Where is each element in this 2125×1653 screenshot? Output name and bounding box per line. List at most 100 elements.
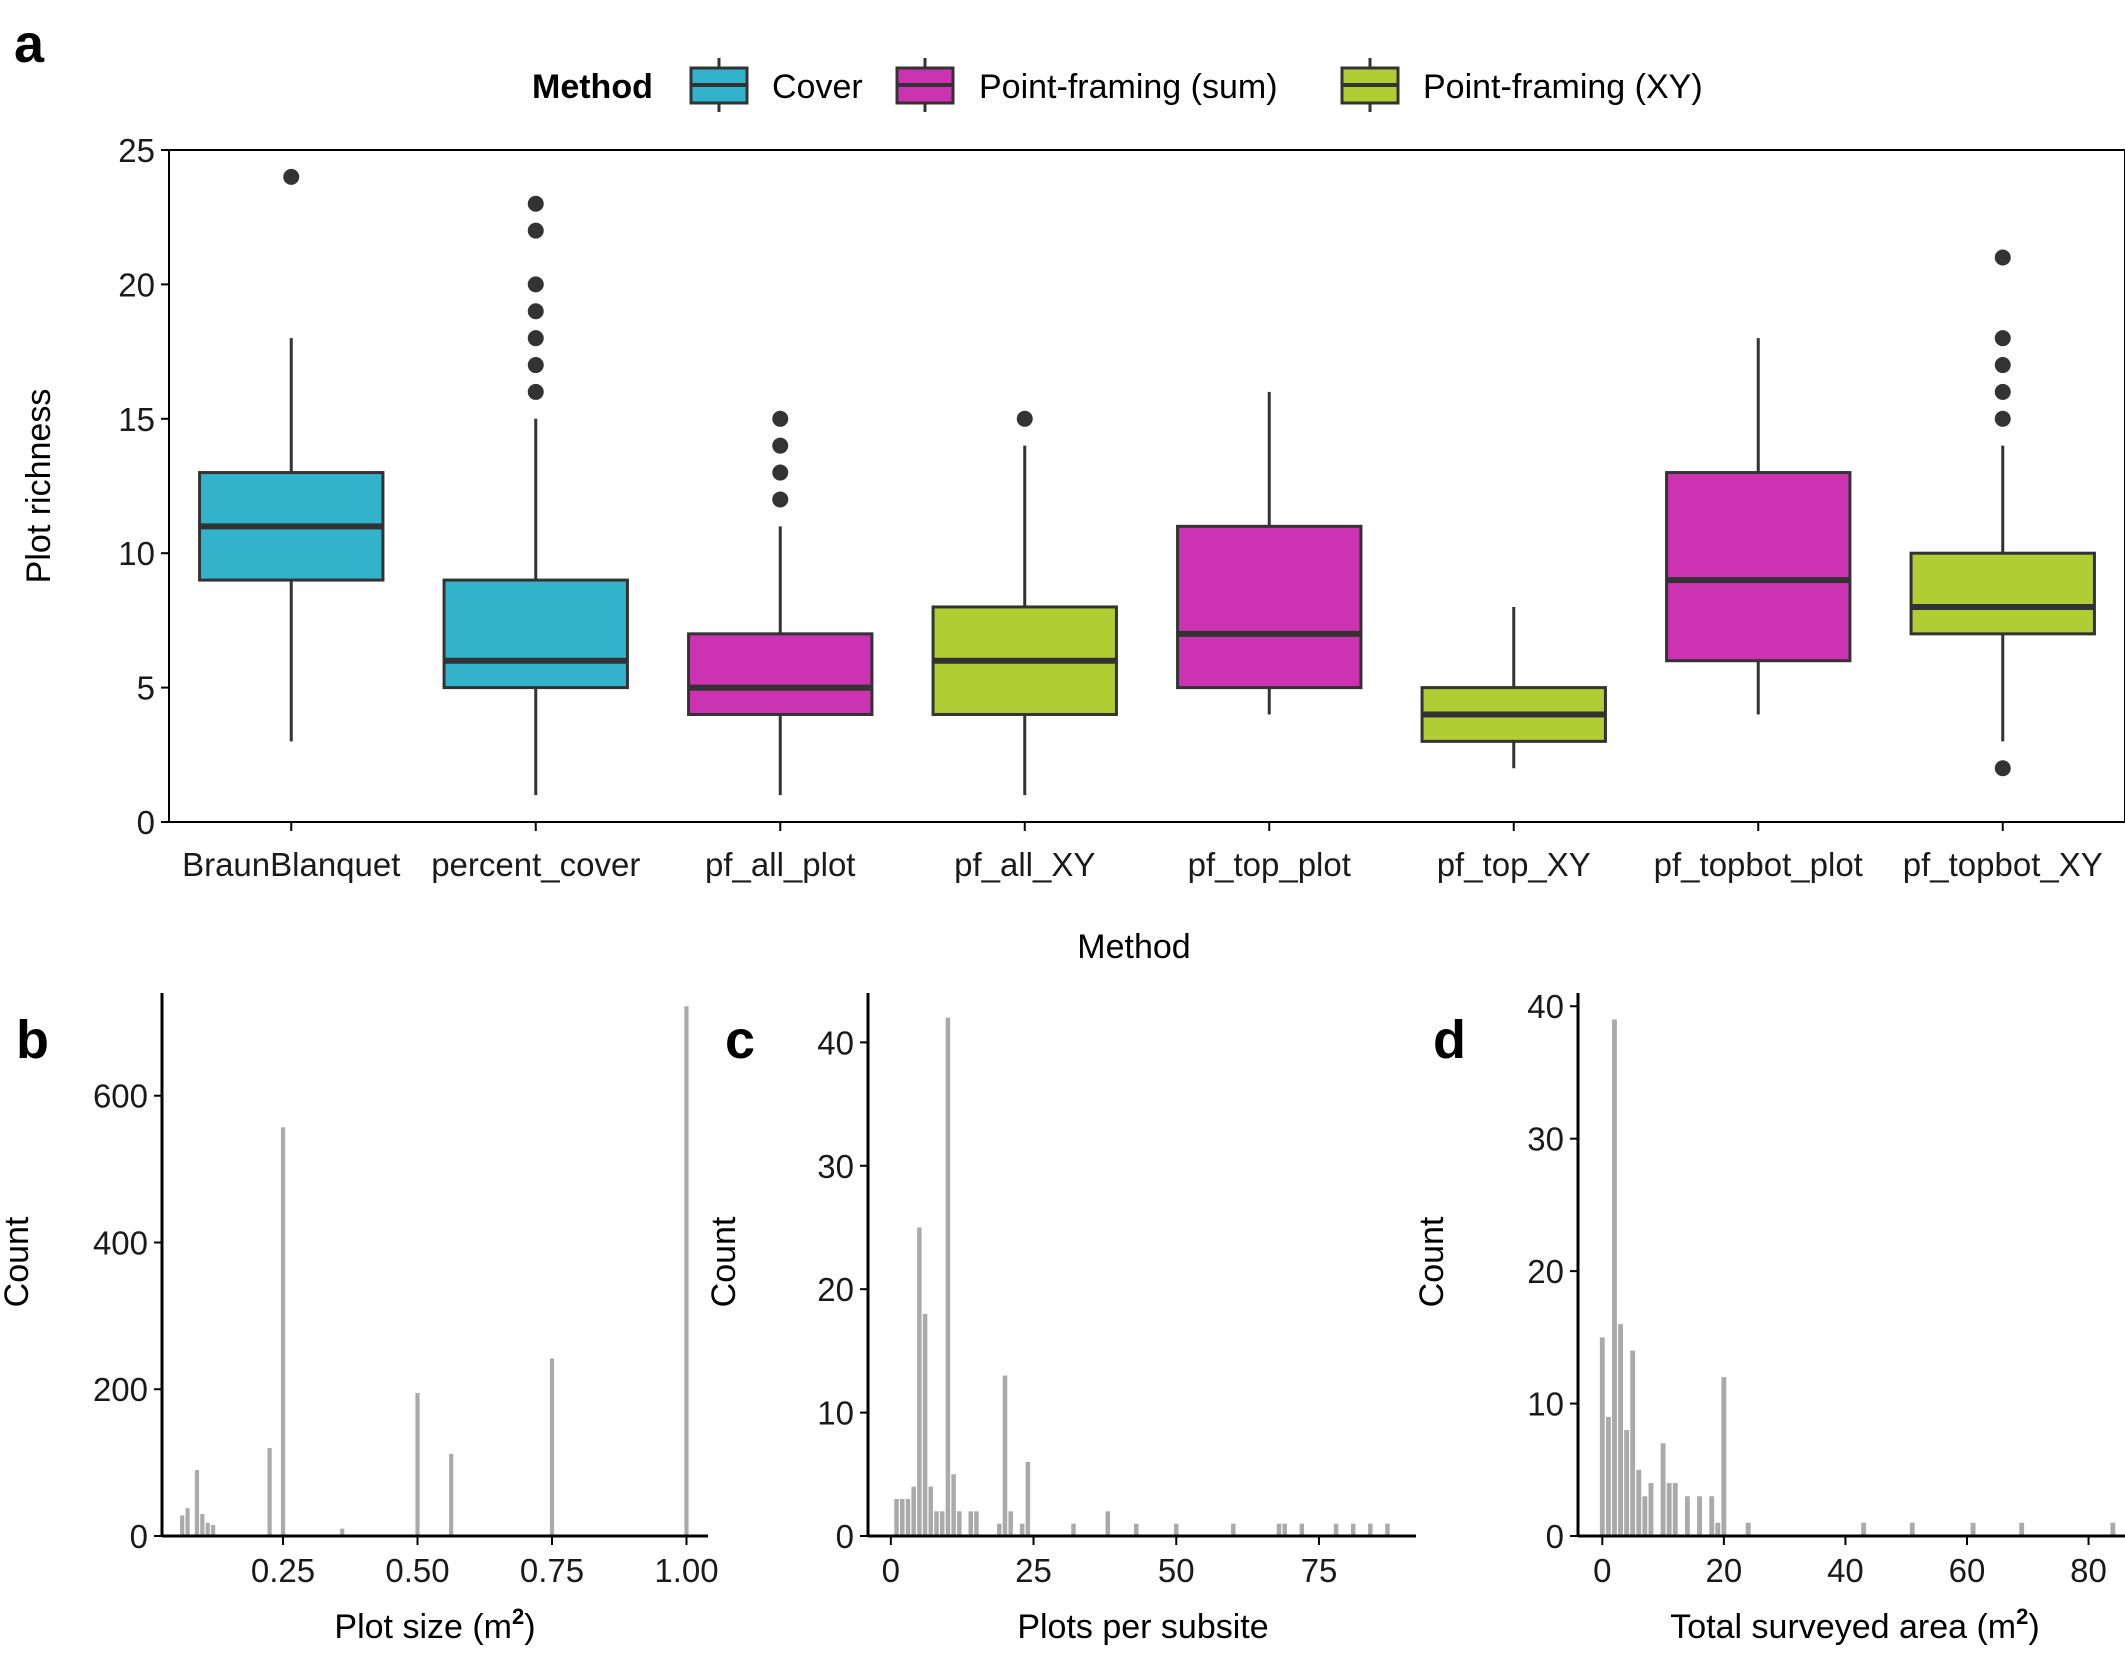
outlier-point (1994, 357, 2011, 374)
histogram-bar (974, 1511, 979, 1536)
box-percent_cover (442, 195, 629, 796)
x-tick-label: 0 (882, 1552, 900, 1589)
x-axis-title-b-sup: 2 (512, 1604, 524, 1629)
outlier-point (1016, 410, 1033, 427)
axes-d: 0 10 20 30 40 0 20 40 60 80 (1527, 988, 2125, 1589)
histogram-bar (1697, 1496, 1702, 1536)
histogram-bar (267, 1447, 272, 1536)
histogram-bar (1624, 1430, 1630, 1536)
y-tick-label: 40 (1527, 988, 1564, 1025)
box-iqr (1909, 551, 2096, 636)
y-tick-label-a: 5 (137, 670, 155, 707)
histogram-bar (1605, 1416, 1611, 1536)
histogram-bar (1025, 1461, 1031, 1536)
histogram-bar (1660, 1443, 1666, 1536)
legend-label-pf-sum: Point-framing (sum) (979, 68, 1278, 106)
y-tick-label-a: 20 (118, 266, 155, 303)
histogram-bar (1745, 1522, 1751, 1536)
histogram-bar (1276, 1523, 1282, 1536)
histogram-bar (205, 1522, 210, 1536)
box-iqr (687, 632, 874, 716)
histogram-bar (1612, 1019, 1617, 1536)
histogram-bar (1861, 1522, 1867, 1536)
histogram-bar (1672, 1483, 1678, 1536)
y-tick-label-a: 15 (118, 401, 155, 438)
histogram-bar (684, 1006, 689, 1536)
x-tick-label: 50 (1158, 1552, 1195, 1589)
histogram-bar (951, 1474, 956, 1536)
boxplot-panel: 0 5 10 15 20 25 BraunBlanquet percent_cover pf_… (20, 132, 2125, 966)
histogram-panel-c: 0 10 20 30 40 0 25 50 75 Count Plots per subsite (705, 993, 1416, 1646)
histogram-bar (1599, 1337, 1605, 1536)
x-tick-label: 80 (2070, 1552, 2107, 1589)
x-tick-label-a: BraunBlanquet (182, 846, 400, 883)
box-pf_all_XY (931, 410, 1118, 796)
x-tick-label: 60 (1949, 1552, 1986, 1589)
x-tick-label-a: pf_topbot_plot (1654, 846, 1863, 883)
y-axis-title-c: Count (705, 1216, 743, 1307)
box-pf_topbot_plot (1665, 338, 1852, 715)
panel-label-d: d (1433, 1010, 1466, 1070)
x-tick-label-a: pf_topbot_XY (1903, 846, 2103, 883)
x-axis-a: BraunBlanquet percent_cover pf_all_plot pf_… (182, 822, 2103, 883)
histogram-bar (894, 1498, 899, 1536)
histogram-bar (2110, 1522, 2116, 1536)
x-tick-label-a: pf_all_XY (954, 846, 1095, 883)
histogram-bar (180, 1515, 185, 1536)
outlier-point (283, 168, 300, 185)
histogram-bar (449, 1453, 454, 1536)
histogram-bar (1134, 1523, 1139, 1536)
y-tick-label: 10 (1527, 1386, 1564, 1423)
y-axis-title-d: Count (1413, 1216, 1451, 1307)
histogram-bar (922, 1313, 928, 1536)
histogram-bar (2019, 1522, 2025, 1536)
outlier-point (527, 303, 544, 320)
box-iqr (442, 578, 629, 690)
histogram-bar (1071, 1523, 1076, 1536)
box-BraunBlanquet (198, 168, 385, 742)
outlier-point (1994, 410, 2011, 427)
legend-title: Method (532, 68, 653, 106)
x-tick-label: 75 (1301, 1552, 1338, 1589)
histogram-bar (549, 1358, 555, 1536)
histogram-bar (1002, 1375, 1008, 1536)
y-tick-label: 0 (1546, 1518, 1564, 1555)
x-tick-label: 1.00 (654, 1552, 718, 1589)
legend-label-pf-xy: Point-framing (XY) (1423, 68, 1703, 106)
outlier-point (527, 357, 544, 374)
histogram-bar (280, 1127, 286, 1536)
histogram-bar (1636, 1469, 1642, 1536)
histogram-bar (211, 1524, 216, 1536)
outlier-point (1994, 383, 2011, 400)
box-pf_topbot_XY (1909, 249, 2096, 777)
x-axis-title-a: Method (1077, 928, 1190, 966)
outlier-point (527, 195, 544, 212)
histogram-bar (928, 1486, 934, 1536)
histogram-bar (185, 1508, 190, 1536)
outlier-point (772, 437, 789, 454)
histogram-bar (1173, 1523, 1179, 1536)
histogram-bar (1008, 1511, 1013, 1536)
x-axis-title-d-sup: 2 (2016, 1604, 2028, 1629)
x-tick-label: 0.75 (520, 1552, 584, 1589)
y-tick-label: 20 (1527, 1253, 1564, 1290)
y-tick-label-a: 10 (118, 535, 155, 572)
x-tick-label-a: pf_top_plot (1188, 846, 1351, 883)
histogram-bar (917, 1227, 922, 1536)
x-axis-title-d: Total surveyed area (m2) (1670, 1604, 2039, 1646)
histogram-bar (415, 1392, 420, 1536)
legend-key-cover (689, 58, 749, 112)
histogram-bar (1642, 1496, 1648, 1536)
legend: Method Cover Point-framing (sum) Point-f… (532, 58, 1703, 112)
x-axis-title-b-end: ) (524, 1608, 535, 1646)
histogram-bar (934, 1511, 939, 1536)
outlier-point (527, 276, 544, 293)
y-tick-label: 30 (1527, 1121, 1564, 1158)
outlier-point (772, 464, 789, 481)
panel-label-a: a (14, 14, 45, 74)
x-axis-title-d-text: Total surveyed area (m (1670, 1608, 2016, 1646)
x-tick-label-a: percent_cover (431, 846, 640, 883)
histogram-bar (1648, 1483, 1654, 1536)
histogram-bar (1630, 1350, 1636, 1536)
